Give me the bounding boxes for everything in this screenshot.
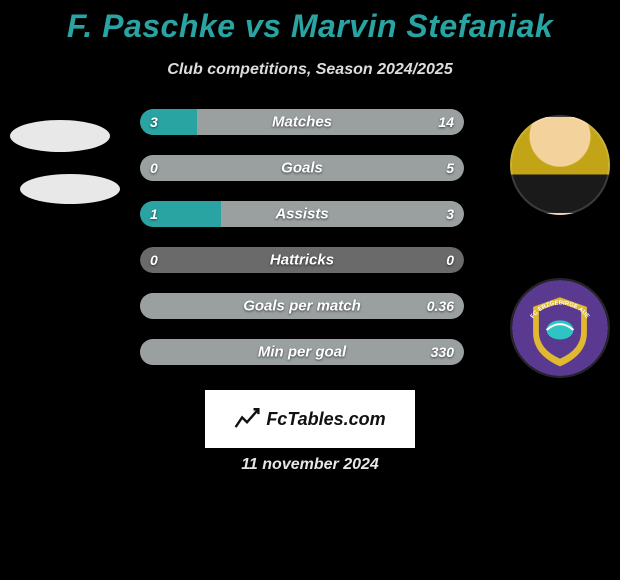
brand-text: FcTables.com (266, 409, 385, 430)
brand-icon (234, 406, 260, 432)
stat-label: Hattricks (140, 252, 464, 269)
player-left-avatar-placeholder-2 (20, 174, 120, 204)
stat-row: 00Hattricks (140, 247, 464, 273)
player-left-avatar-placeholder-1 (10, 120, 110, 152)
stat-label: Assists (140, 206, 464, 223)
stat-label: Goals (140, 160, 464, 177)
stat-row: 330Min per goal (140, 339, 464, 365)
stat-label: Min per goal (140, 344, 464, 361)
stat-row: 13Assists (140, 201, 464, 227)
club-crest: FC ERZGEBIRGE AUE (510, 278, 610, 378)
stat-row: 314Matches (140, 109, 464, 135)
brand-box: FcTables.com (205, 390, 415, 448)
date-line: 11 november 2024 (0, 456, 620, 474)
subtitle: Club competitions, Season 2024/2025 (0, 61, 620, 79)
player-right-avatar (510, 115, 610, 215)
stat-label: Matches (140, 114, 464, 131)
crest-icon: FC ERZGEBIRGE AUE (512, 280, 608, 376)
bars-container: 314Matches 05Goals 13Assists 00Hattricks 0.3… (140, 109, 464, 385)
stat-row: 0.36Goals per match (140, 293, 464, 319)
stat-row: 05Goals (140, 155, 464, 181)
page-title: F. Paschke vs Marvin Stefaniak (0, 0, 620, 45)
stat-label: Goals per match (140, 298, 464, 315)
